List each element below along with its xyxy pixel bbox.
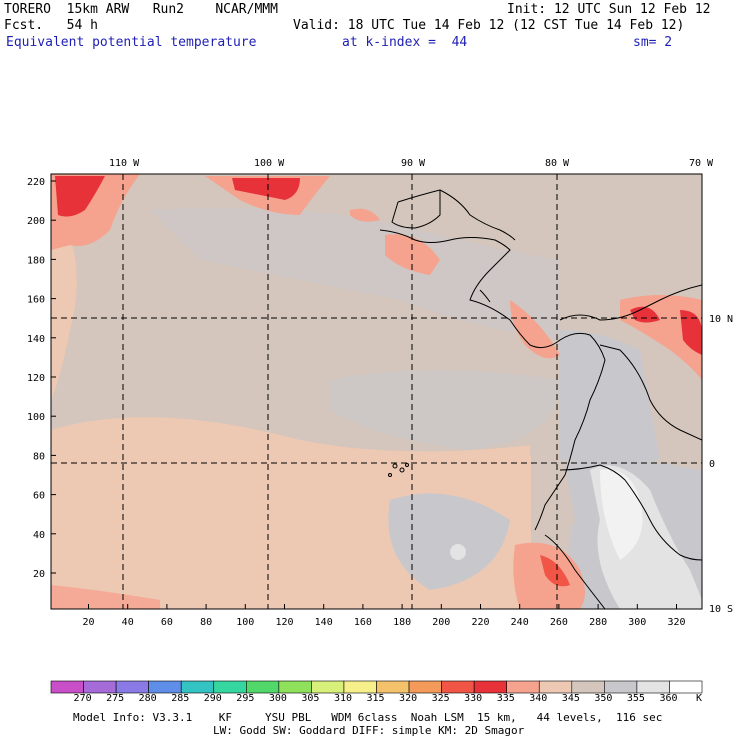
colorbar-swatch [604,680,638,694]
valid-time: Valid: 18 UTC Tue 14 Feb 12 (12 CST Tue … [293,18,685,33]
title-line-left: TORERO 15km ARW Run2 NCAR/MMM [4,2,278,17]
colorbar-label: 305 [301,693,320,704]
x-index-axis: 20 40 60 80 100 120 140 160 180 200 220 240 260 280 30… [82,604,686,628]
colorbar-swatch [115,680,149,694]
colorbar-label: 280 [138,693,157,704]
x-index-label: 200 [432,617,450,628]
lat-label-eq: 0 [709,459,715,470]
x-index-label: 320 [667,617,685,628]
colorbar-label: 310 [333,693,352,704]
x-index-label: 260 [550,617,568,628]
colorbar-swatch [148,680,182,694]
colorbar-swatch [506,680,540,694]
model-info: Model Info: V3.3.1 KF YSU PBL WDM 6class… [73,711,663,724]
colorbar-label: 320 [399,693,418,704]
colorbar-label: 290 [203,693,222,704]
lat-label-10n: 10 N [709,314,733,325]
x-index-label: 280 [589,617,607,628]
y-index-label: 220 [27,177,45,188]
lon-label-90w: 90 W [401,158,426,169]
colorbar-label: 270 [73,693,92,704]
x-index-label: 60 [161,617,173,628]
lon-labels: 110 W 100 W 90 W 80 W 70 W [109,158,714,169]
lon-label-100w: 100 W [254,158,285,169]
colorbar-swatch [441,680,475,694]
field-name: Equivalent potential temperature [6,35,257,50]
latlon-grid [51,174,702,609]
x-index-label: 180 [393,617,411,628]
colorbar-label: 300 [268,693,287,704]
y-index-label: 20 [33,569,45,580]
forecast-hour: Fcst. 54 h [4,18,98,33]
y-index-axis: 220 200 180 160 140 120 100 80 60 40 20 [27,177,56,580]
x-index-label: 240 [511,617,529,628]
colorbar-label: 330 [464,693,483,704]
colorbar-unit: K [696,693,703,704]
colorbar-swatch [213,680,247,694]
colorbar-swatch [311,680,345,694]
lon-label-80w: 80 W [545,158,570,169]
colorbar-label: 315 [366,693,385,704]
colorbar-swatch [408,680,442,694]
colorbar-label: 345 [561,693,580,704]
y-index-label: 160 [27,295,45,306]
plot-frame [50,173,703,610]
colorbar-label: 340 [529,693,548,704]
lon-label-110w: 110 W [109,158,140,169]
colorbar-label: 360 [659,693,678,704]
y-index-label: 80 [33,451,45,462]
x-index-label: 160 [354,617,372,628]
colorbar-label: 350 [594,693,613,704]
y-index-label: 140 [27,334,45,345]
x-index-label: 80 [200,617,212,628]
colorbar-swatch [83,680,117,694]
x-index-label: 300 [628,617,646,628]
y-index-label: 120 [27,373,45,384]
x-index-label: 120 [275,617,293,628]
colorbar [50,680,703,694]
level-index: at k-index = 44 [342,35,468,50]
colorbar-label: 285 [171,693,190,704]
colorbar-swatch [669,680,703,694]
colorbar-label: 335 [496,693,515,704]
lat-labels: 10 N 0 10 S [709,314,733,615]
colorbar-swatch [343,680,377,694]
x-index-label: 40 [122,617,134,628]
colorbar-label: 295 [236,693,255,704]
colorbar-swatch [473,680,507,694]
x-index-label: 220 [471,617,489,628]
colorbar-swatch [636,680,670,694]
colorbar-swatch [278,680,312,694]
colorbar-swatch [376,680,410,694]
y-index-label: 40 [33,530,45,541]
colorbar-swatch [246,680,280,694]
field-layer [51,174,702,609]
lon-label-70w: 70 W [689,158,714,169]
y-index-label: 180 [27,255,45,266]
x-index-label: 100 [236,617,254,628]
init-time: Init: 12 UTC Sun 12 Feb 12 [507,2,711,17]
colorbar-label: 275 [106,693,125,704]
y-index-label: 60 [33,491,45,502]
physics-info: LW: Godd SW: Goddard DIFF: simple KM: 2D… [213,724,525,737]
lat-label-10s: 10 S [709,604,733,615]
colorbar-swatch [571,680,605,694]
colorbar-label: 355 [626,693,645,704]
colorbar-swatch [50,680,84,694]
smoothing-label: sm= 2 [633,35,673,50]
y-index-label: 200 [27,216,45,227]
y-index-label: 100 [27,412,45,423]
colorbar-swatch [538,680,573,694]
x-index-label: 20 [82,617,94,628]
x-index-label: 140 [315,617,333,628]
colorbar-swatch [180,680,215,694]
coastline-layer [379,189,702,609]
colorbar-label: 325 [431,693,450,704]
